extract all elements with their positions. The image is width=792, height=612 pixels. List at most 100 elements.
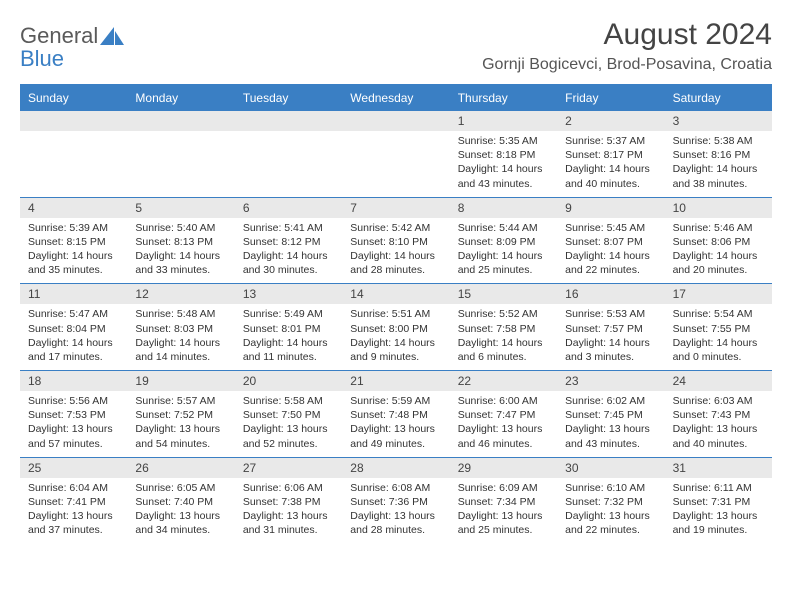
day-number: 18 (20, 371, 127, 391)
daylight-text: Daylight: 13 hours and 34 minutes. (135, 509, 228, 537)
daynum-row: 123 (20, 111, 772, 131)
daylight-text: Daylight: 14 hours and 20 minutes. (673, 249, 766, 277)
daybody-row: Sunrise: 5:35 AMSunset: 8:18 PMDaylight:… (20, 131, 772, 197)
day-body: Sunrise: 5:38 AMSunset: 8:16 PMDaylight:… (665, 131, 772, 197)
week-row: 25262728293031Sunrise: 6:04 AMSunset: 7:… (20, 457, 772, 544)
daylight-text: Daylight: 13 hours and 28 minutes. (350, 509, 443, 537)
day-body: Sunrise: 5:41 AMSunset: 8:12 PMDaylight:… (235, 218, 342, 284)
logo: General Blue (20, 24, 126, 70)
sunrise-text: Sunrise: 5:45 AM (565, 221, 658, 235)
week-row: 18192021222324Sunrise: 5:56 AMSunset: 7:… (20, 370, 772, 457)
sunrise-text: Sunrise: 5:46 AM (673, 221, 766, 235)
day-number: 16 (557, 284, 664, 304)
sunrise-text: Sunrise: 5:41 AM (243, 221, 336, 235)
daylight-text: Daylight: 14 hours and 17 minutes. (28, 336, 121, 364)
daylight-text: Daylight: 14 hours and 3 minutes. (565, 336, 658, 364)
sunset-text: Sunset: 7:43 PM (673, 408, 766, 422)
day-number: 1 (450, 111, 557, 131)
day-number: 20 (235, 371, 342, 391)
day-number: 12 (127, 284, 234, 304)
sunrise-text: Sunrise: 5:59 AM (350, 394, 443, 408)
day-body: Sunrise: 6:08 AMSunset: 7:36 PMDaylight:… (342, 478, 449, 544)
sunset-text: Sunset: 8:03 PM (135, 322, 228, 336)
week-row: 123Sunrise: 5:35 AMSunset: 8:18 PMDaylig… (20, 110, 772, 197)
daylight-text: Daylight: 14 hours and 38 minutes. (673, 162, 766, 190)
day-number: 13 (235, 284, 342, 304)
day-number: 21 (342, 371, 449, 391)
day-body: Sunrise: 5:53 AMSunset: 7:57 PMDaylight:… (557, 304, 664, 370)
month-title: August 2024 (482, 18, 772, 52)
sunset-text: Sunset: 7:57 PM (565, 322, 658, 336)
day-body: Sunrise: 6:00 AMSunset: 7:47 PMDaylight:… (450, 391, 557, 457)
sunset-text: Sunset: 8:10 PM (350, 235, 443, 249)
day-number: 28 (342, 458, 449, 478)
day-body: Sunrise: 6:11 AMSunset: 7:31 PMDaylight:… (665, 478, 772, 544)
daylight-text: Daylight: 14 hours and 11 minutes. (243, 336, 336, 364)
sunrise-text: Sunrise: 6:05 AM (135, 481, 228, 495)
daynum-row: 25262728293031 (20, 458, 772, 478)
daybody-row: Sunrise: 6:04 AMSunset: 7:41 PMDaylight:… (20, 478, 772, 544)
day-number: 26 (127, 458, 234, 478)
sunrise-text: Sunrise: 5:49 AM (243, 307, 336, 321)
sunset-text: Sunset: 8:01 PM (243, 322, 336, 336)
sunrise-text: Sunrise: 5:44 AM (458, 221, 551, 235)
day-body (235, 131, 342, 197)
daylight-text: Daylight: 13 hours and 19 minutes. (673, 509, 766, 537)
sunrise-text: Sunrise: 5:40 AM (135, 221, 228, 235)
sunset-text: Sunset: 8:17 PM (565, 148, 658, 162)
sunset-text: Sunset: 7:53 PM (28, 408, 121, 422)
daylight-text: Daylight: 13 hours and 37 minutes. (28, 509, 121, 537)
sunrise-text: Sunrise: 5:57 AM (135, 394, 228, 408)
daylight-text: Daylight: 13 hours and 40 minutes. (673, 422, 766, 450)
calendar: Sunday Monday Tuesday Wednesday Thursday… (20, 84, 772, 543)
day-body: Sunrise: 5:42 AMSunset: 8:10 PMDaylight:… (342, 218, 449, 284)
sunrise-text: Sunrise: 6:08 AM (350, 481, 443, 495)
dow-monday: Monday (127, 86, 234, 110)
daylight-text: Daylight: 13 hours and 49 minutes. (350, 422, 443, 450)
sunrise-text: Sunrise: 5:51 AM (350, 307, 443, 321)
sunset-text: Sunset: 7:55 PM (673, 322, 766, 336)
day-number: 30 (557, 458, 664, 478)
daylight-text: Daylight: 14 hours and 30 minutes. (243, 249, 336, 277)
sunset-text: Sunset: 8:15 PM (28, 235, 121, 249)
daylight-text: Daylight: 13 hours and 22 minutes. (565, 509, 658, 537)
logo-sail-icon (100, 27, 126, 52)
sunrise-text: Sunrise: 6:02 AM (565, 394, 658, 408)
daybody-row: Sunrise: 5:39 AMSunset: 8:15 PMDaylight:… (20, 218, 772, 284)
day-number: 2 (557, 111, 664, 131)
day-number (235, 111, 342, 131)
dow-friday: Friday (557, 86, 664, 110)
day-number: 31 (665, 458, 772, 478)
day-number (20, 111, 127, 131)
sunset-text: Sunset: 7:58 PM (458, 322, 551, 336)
daylight-text: Daylight: 14 hours and 40 minutes. (565, 162, 658, 190)
day-number: 15 (450, 284, 557, 304)
daylight-text: Daylight: 13 hours and 57 minutes. (28, 422, 121, 450)
day-number: 8 (450, 198, 557, 218)
sunrise-text: Sunrise: 6:10 AM (565, 481, 658, 495)
sunrise-text: Sunrise: 5:38 AM (673, 134, 766, 148)
sunset-text: Sunset: 8:18 PM (458, 148, 551, 162)
day-body (127, 131, 234, 197)
daylight-text: Daylight: 14 hours and 6 minutes. (458, 336, 551, 364)
location-text: Gornji Bogicevci, Brod-Posavina, Croatia (482, 56, 772, 74)
daylight-text: Daylight: 13 hours and 25 minutes. (458, 509, 551, 537)
day-body: Sunrise: 5:52 AMSunset: 7:58 PMDaylight:… (450, 304, 557, 370)
sunset-text: Sunset: 7:48 PM (350, 408, 443, 422)
sunrise-text: Sunrise: 5:47 AM (28, 307, 121, 321)
sunset-text: Sunset: 8:09 PM (458, 235, 551, 249)
day-body: Sunrise: 6:03 AMSunset: 7:43 PMDaylight:… (665, 391, 772, 457)
sunset-text: Sunset: 7:36 PM (350, 495, 443, 509)
sunset-text: Sunset: 7:47 PM (458, 408, 551, 422)
day-body: Sunrise: 5:57 AMSunset: 7:52 PMDaylight:… (127, 391, 234, 457)
day-body: Sunrise: 5:49 AMSunset: 8:01 PMDaylight:… (235, 304, 342, 370)
day-number: 3 (665, 111, 772, 131)
daynum-row: 18192021222324 (20, 371, 772, 391)
day-number: 29 (450, 458, 557, 478)
day-number: 19 (127, 371, 234, 391)
day-number: 14 (342, 284, 449, 304)
daylight-text: Daylight: 14 hours and 35 minutes. (28, 249, 121, 277)
sunrise-text: Sunrise: 5:39 AM (28, 221, 121, 235)
sunrise-text: Sunrise: 5:58 AM (243, 394, 336, 408)
day-body: Sunrise: 5:54 AMSunset: 7:55 PMDaylight:… (665, 304, 772, 370)
